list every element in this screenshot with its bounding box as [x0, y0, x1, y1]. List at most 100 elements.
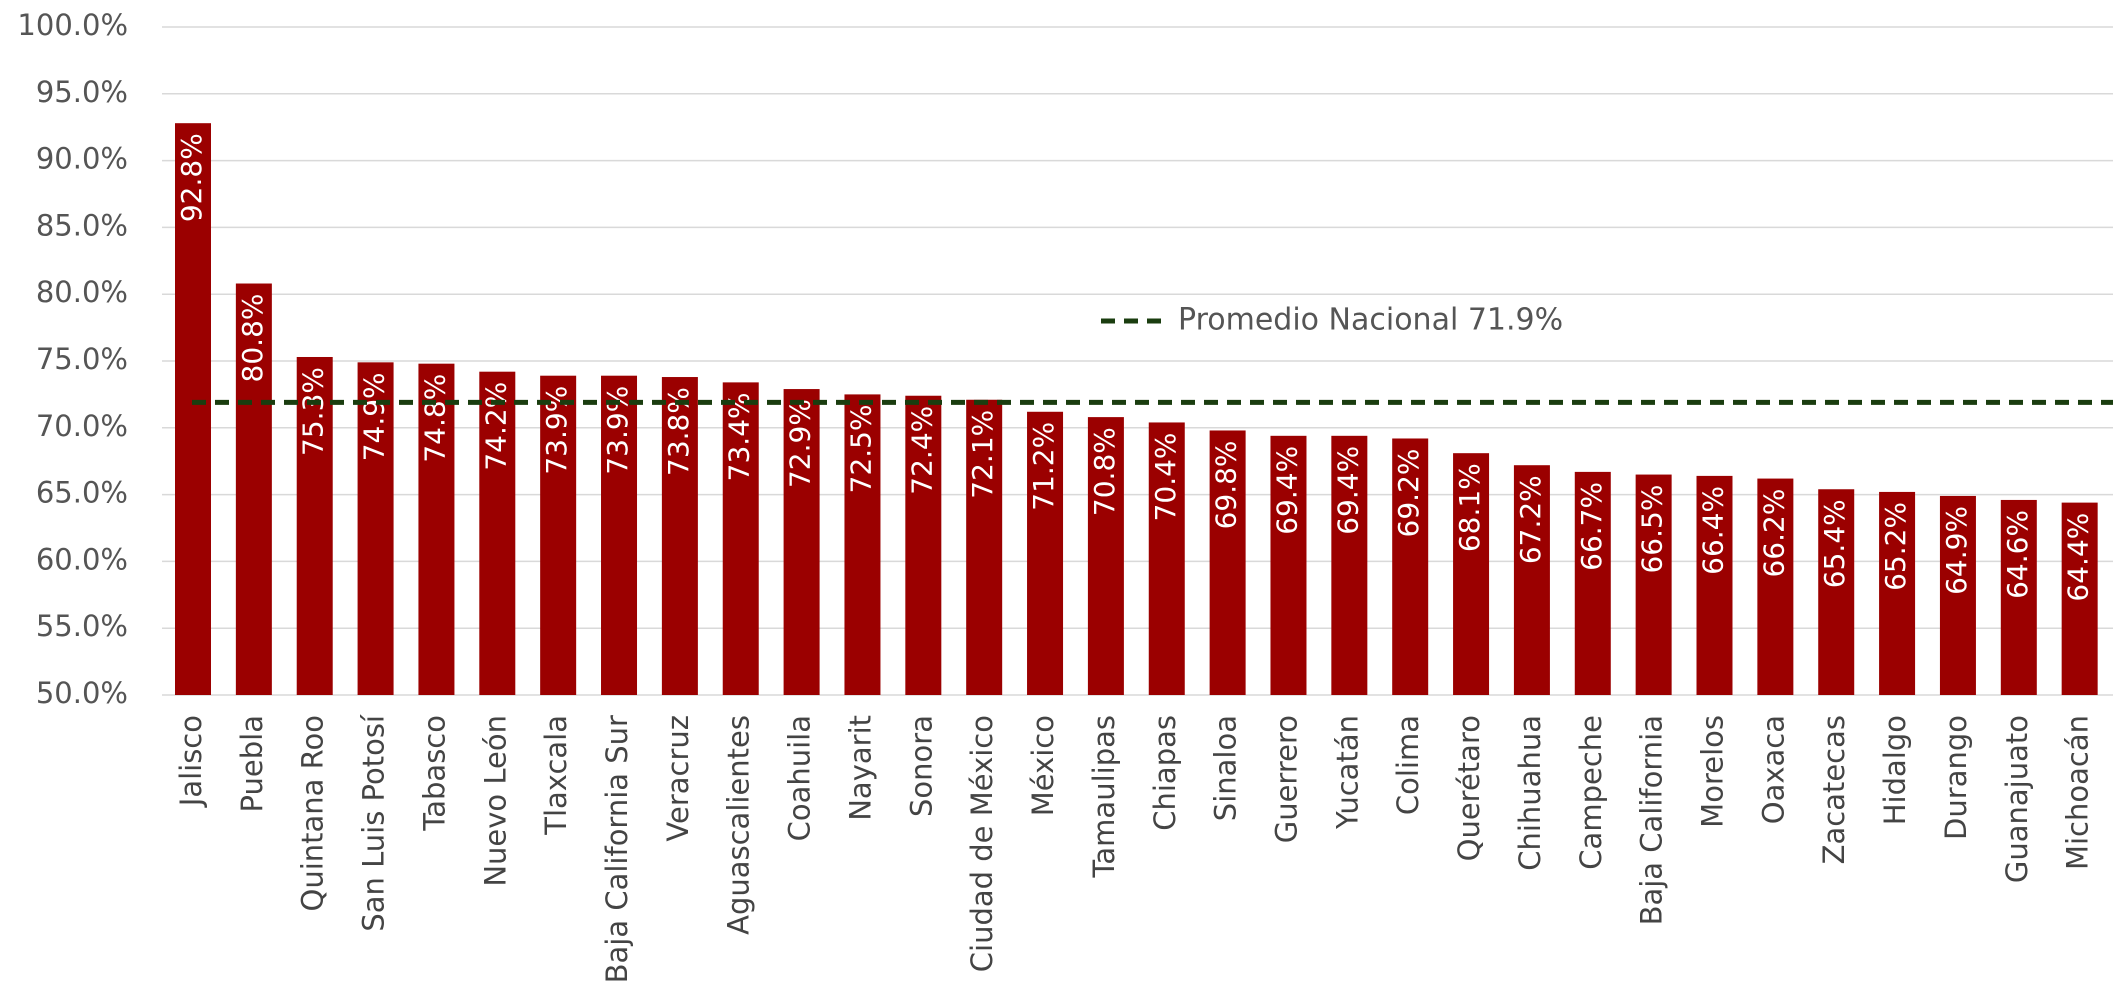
value-label: 69.4% — [1270, 446, 1303, 535]
bar — [2061, 502, 2098, 695]
bar — [1270, 435, 1307, 695]
bar — [1635, 474, 1672, 695]
value-label: 72.9% — [784, 399, 817, 488]
bar — [418, 363, 455, 695]
bar — [1818, 489, 1855, 695]
y-tick-label: 70.0% — [36, 409, 128, 443]
x-tick-label: Colima — [1391, 715, 1425, 815]
bar — [783, 389, 820, 695]
bar — [1027, 411, 1064, 695]
x-tick-label: San Luis Potosí — [357, 714, 391, 932]
x-tick-label: Tabasco — [417, 715, 451, 832]
value-label: 65.2% — [1879, 502, 1912, 591]
value-label: 72.5% — [844, 404, 877, 493]
y-tick-label: 75.0% — [36, 342, 128, 376]
value-label: 69.2% — [1392, 448, 1425, 537]
bar — [2000, 499, 2037, 695]
y-tick-label: 95.0% — [36, 75, 128, 109]
value-label: 80.8% — [236, 294, 269, 383]
value-label: 73.4% — [723, 392, 756, 481]
value-label: 74.2% — [479, 382, 512, 471]
value-label: 66.7% — [1575, 482, 1608, 571]
x-tick-label: Chihuahua — [1513, 715, 1547, 871]
x-tick-label: Coahuila — [783, 715, 817, 841]
value-label: 73.9% — [601, 386, 634, 475]
bar — [844, 394, 881, 695]
bar — [357, 362, 394, 695]
value-label: 66.5% — [1636, 485, 1669, 574]
x-tick-label: Nuevo León — [478, 715, 512, 887]
x-tick-label: Jalisco — [174, 715, 208, 808]
x-tick-label: Nayarit — [843, 715, 877, 821]
value-label: 72.4% — [905, 406, 938, 495]
y-tick-label: 100.0% — [17, 8, 128, 42]
x-tick-label: Chiapas — [1148, 715, 1182, 831]
value-label: 71.2% — [1027, 422, 1060, 511]
x-tick-label: Baja California Sur — [600, 715, 634, 983]
y-tick-label: 90.0% — [36, 142, 128, 176]
y-tick-label: 85.0% — [36, 208, 128, 242]
value-label: 74.9% — [358, 372, 391, 461]
bar — [1209, 430, 1246, 695]
bar — [1331, 435, 1368, 695]
x-tick-label: Baja California — [1635, 715, 1669, 925]
x-tick-label: Sonora — [904, 715, 938, 817]
bar — [1453, 453, 1490, 695]
y-tick-label: 65.0% — [36, 476, 128, 510]
value-label: 66.4% — [1697, 486, 1730, 575]
value-label: 66.2% — [1757, 489, 1790, 578]
bar — [1148, 422, 1185, 695]
y-tick-label: 55.0% — [36, 609, 128, 643]
bar — [1696, 475, 1733, 695]
bar — [661, 377, 698, 695]
bar — [1392, 438, 1429, 695]
x-tick-label: Tamaulipas — [1087, 715, 1121, 879]
bar — [722, 382, 759, 695]
x-tick-label: Zacatecas — [1817, 715, 1851, 864]
x-tick-label: Campeche — [1574, 715, 1608, 870]
x-tick-label: Oaxaca — [1756, 715, 1790, 824]
y-tick-label: 50.0% — [36, 676, 128, 710]
x-tick-label: Querétaro — [1452, 715, 1486, 861]
x-tick-label: Michoacán — [2061, 715, 2095, 870]
bar — [235, 283, 272, 695]
value-label: 67.2% — [1514, 475, 1547, 564]
value-label: 75.3% — [297, 367, 330, 456]
y-tick-label: 60.0% — [36, 542, 128, 576]
value-label: 70.8% — [1088, 427, 1121, 516]
value-label: 68.1% — [1453, 463, 1486, 552]
x-tick-label: Sinaloa — [1209, 715, 1243, 821]
value-label: 70.4% — [1149, 432, 1182, 521]
bar — [1879, 491, 1916, 695]
bar — [1939, 495, 1976, 695]
value-label: 65.4% — [1818, 499, 1851, 588]
bar — [905, 395, 942, 695]
x-tick-label: Yucatán — [1330, 715, 1364, 830]
bar — [966, 399, 1003, 695]
value-label: 69.4% — [1331, 446, 1364, 535]
legend-label: Promedio Nacional 71.9% — [1178, 303, 1563, 338]
value-label: 92.8% — [175, 133, 208, 222]
value-label: 64.9% — [1940, 506, 1973, 595]
value-label: 74.8% — [418, 374, 451, 463]
bar — [1574, 471, 1611, 695]
x-tick-label: Aguascalientes — [722, 715, 756, 935]
x-tick-label: Hidalgo — [1878, 715, 1912, 825]
bar — [601, 375, 638, 695]
value-label: 69.8% — [1210, 440, 1243, 529]
x-tick-label: Durango — [1939, 715, 1973, 840]
x-tick-label: Guerrero — [1269, 715, 1303, 843]
value-label: 73.9% — [540, 386, 573, 475]
y-tick-label: 80.0% — [36, 275, 128, 309]
value-label: 64.6% — [2001, 510, 2034, 599]
x-tick-label: Tlaxcala — [539, 715, 573, 836]
x-tick-label: México — [1026, 715, 1060, 816]
bar — [479, 371, 516, 695]
x-tick-label: Guanajuato — [2000, 715, 2034, 883]
value-label: 64.4% — [2062, 513, 2095, 602]
bar — [1757, 478, 1794, 695]
bar — [1513, 465, 1550, 695]
bar — [175, 123, 211, 695]
